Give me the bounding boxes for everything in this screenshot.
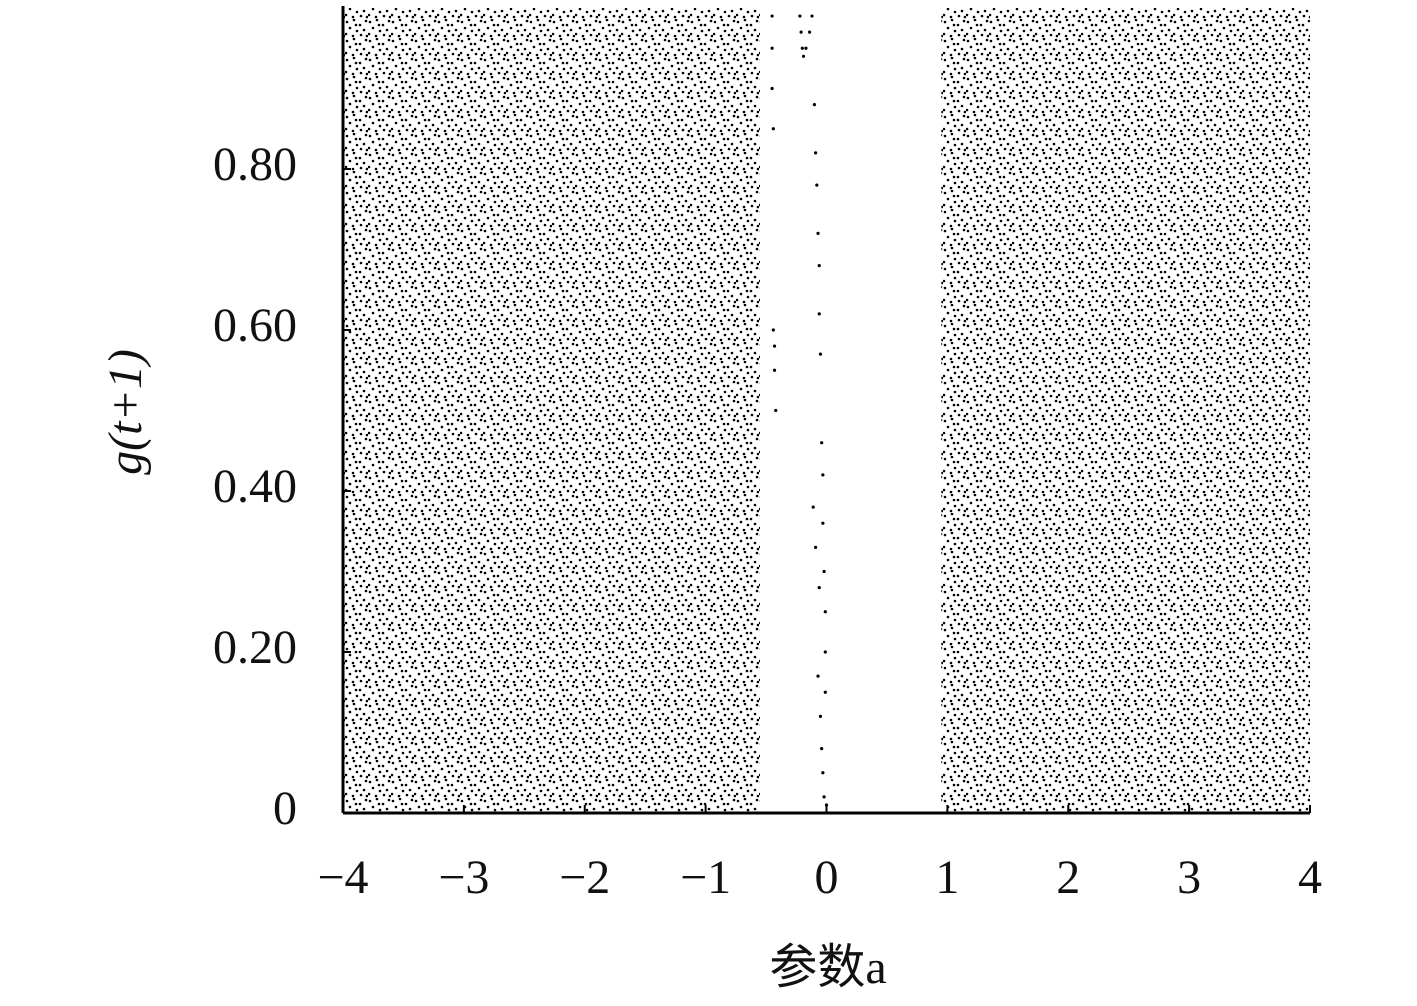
point	[812, 103, 817, 107]
point	[820, 441, 824, 445]
point	[821, 771, 825, 775]
x-tick-label: −4	[317, 851, 368, 904]
y-tick-label: 0.80	[213, 138, 297, 191]
y-tick-label: 0.40	[213, 460, 297, 513]
x-tick-label: −3	[438, 851, 489, 904]
point	[818, 714, 823, 719]
point	[801, 54, 806, 58]
point	[800, 46, 804, 50]
point	[771, 328, 775, 332]
point	[799, 30, 803, 34]
point	[814, 151, 818, 155]
y-tick-label: 0	[273, 782, 297, 835]
point	[772, 344, 777, 348]
point	[817, 586, 821, 590]
chaotic-region	[343, 8, 761, 813]
point	[770, 86, 774, 91]
point	[821, 473, 825, 477]
point	[817, 312, 821, 316]
point	[814, 545, 818, 549]
y-tick-label: 0.20	[213, 621, 297, 674]
point	[821, 521, 825, 525]
x-tick-label: 0	[815, 851, 839, 904]
point	[770, 14, 774, 18]
point	[822, 569, 826, 574]
point	[823, 650, 827, 654]
point	[770, 46, 774, 50]
point	[818, 352, 823, 356]
point	[798, 14, 802, 18]
point	[807, 30, 812, 34]
y-axis-label: g(t+1)	[99, 349, 152, 475]
point	[815, 183, 819, 187]
x-axis-label: 参数a	[769, 941, 886, 994]
x-tick-label: −1	[680, 851, 731, 904]
point	[823, 610, 827, 614]
point	[772, 368, 777, 372]
x-tick-label: −2	[559, 851, 610, 904]
point	[810, 14, 814, 18]
x-tick-label: 4	[1298, 851, 1322, 904]
y-tick-label: 0.60	[213, 299, 297, 352]
point	[811, 505, 815, 509]
point	[817, 264, 821, 268]
point	[774, 408, 778, 413]
chaotic-region	[941, 8, 1310, 813]
x-tick-label: 2	[1056, 851, 1080, 904]
point	[816, 231, 820, 235]
x-tick-label: 1	[935, 851, 959, 904]
x-tick-label: 3	[1177, 851, 1201, 904]
point	[823, 690, 827, 694]
point	[822, 795, 826, 799]
point	[820, 747, 824, 751]
point	[804, 46, 808, 50]
point	[816, 674, 820, 678]
point	[771, 127, 775, 131]
